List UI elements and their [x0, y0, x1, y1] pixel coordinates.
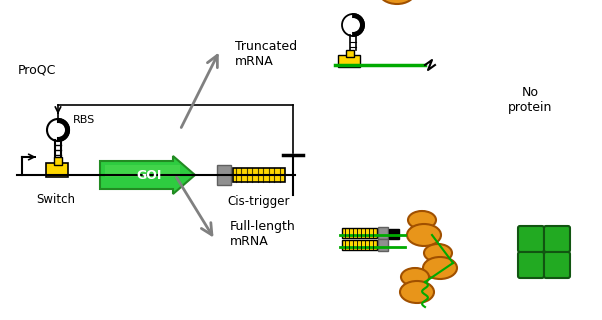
Circle shape — [342, 14, 364, 36]
Bar — [46, 163, 68, 177]
FancyArrow shape — [100, 156, 195, 194]
Bar — [389, 229, 399, 239]
Ellipse shape — [408, 211, 436, 229]
Bar — [338, 55, 360, 67]
Text: Truncated
mRNA: Truncated mRNA — [235, 40, 297, 68]
Text: RBS: RBS — [73, 115, 95, 125]
Circle shape — [47, 119, 69, 141]
Bar — [346, 50, 354, 57]
Ellipse shape — [379, 0, 415, 4]
Bar — [342, 240, 377, 250]
Text: Full-length
mRNA: Full-length mRNA — [230, 220, 296, 248]
Ellipse shape — [400, 281, 434, 303]
Ellipse shape — [407, 224, 441, 246]
Circle shape — [51, 123, 65, 137]
Circle shape — [346, 18, 360, 32]
Wedge shape — [58, 119, 69, 141]
Ellipse shape — [424, 244, 452, 262]
Text: No
protein: No protein — [508, 86, 552, 114]
Bar — [378, 227, 388, 239]
Bar — [233, 168, 285, 182]
Bar — [378, 239, 388, 251]
Text: Switch: Switch — [37, 193, 75, 206]
Bar — [54, 157, 62, 165]
Text: Cis-trigger: Cis-trigger — [228, 195, 290, 208]
Bar — [217, 165, 231, 185]
FancyArrow shape — [105, 165, 180, 177]
FancyBboxPatch shape — [518, 226, 544, 252]
Ellipse shape — [401, 268, 429, 286]
Wedge shape — [353, 14, 364, 36]
FancyBboxPatch shape — [544, 226, 570, 252]
Text: GOI: GOI — [137, 169, 162, 181]
Text: ProQC: ProQC — [18, 63, 57, 76]
FancyBboxPatch shape — [544, 252, 570, 278]
Bar — [342, 228, 377, 238]
FancyBboxPatch shape — [518, 252, 544, 278]
Ellipse shape — [423, 257, 457, 279]
